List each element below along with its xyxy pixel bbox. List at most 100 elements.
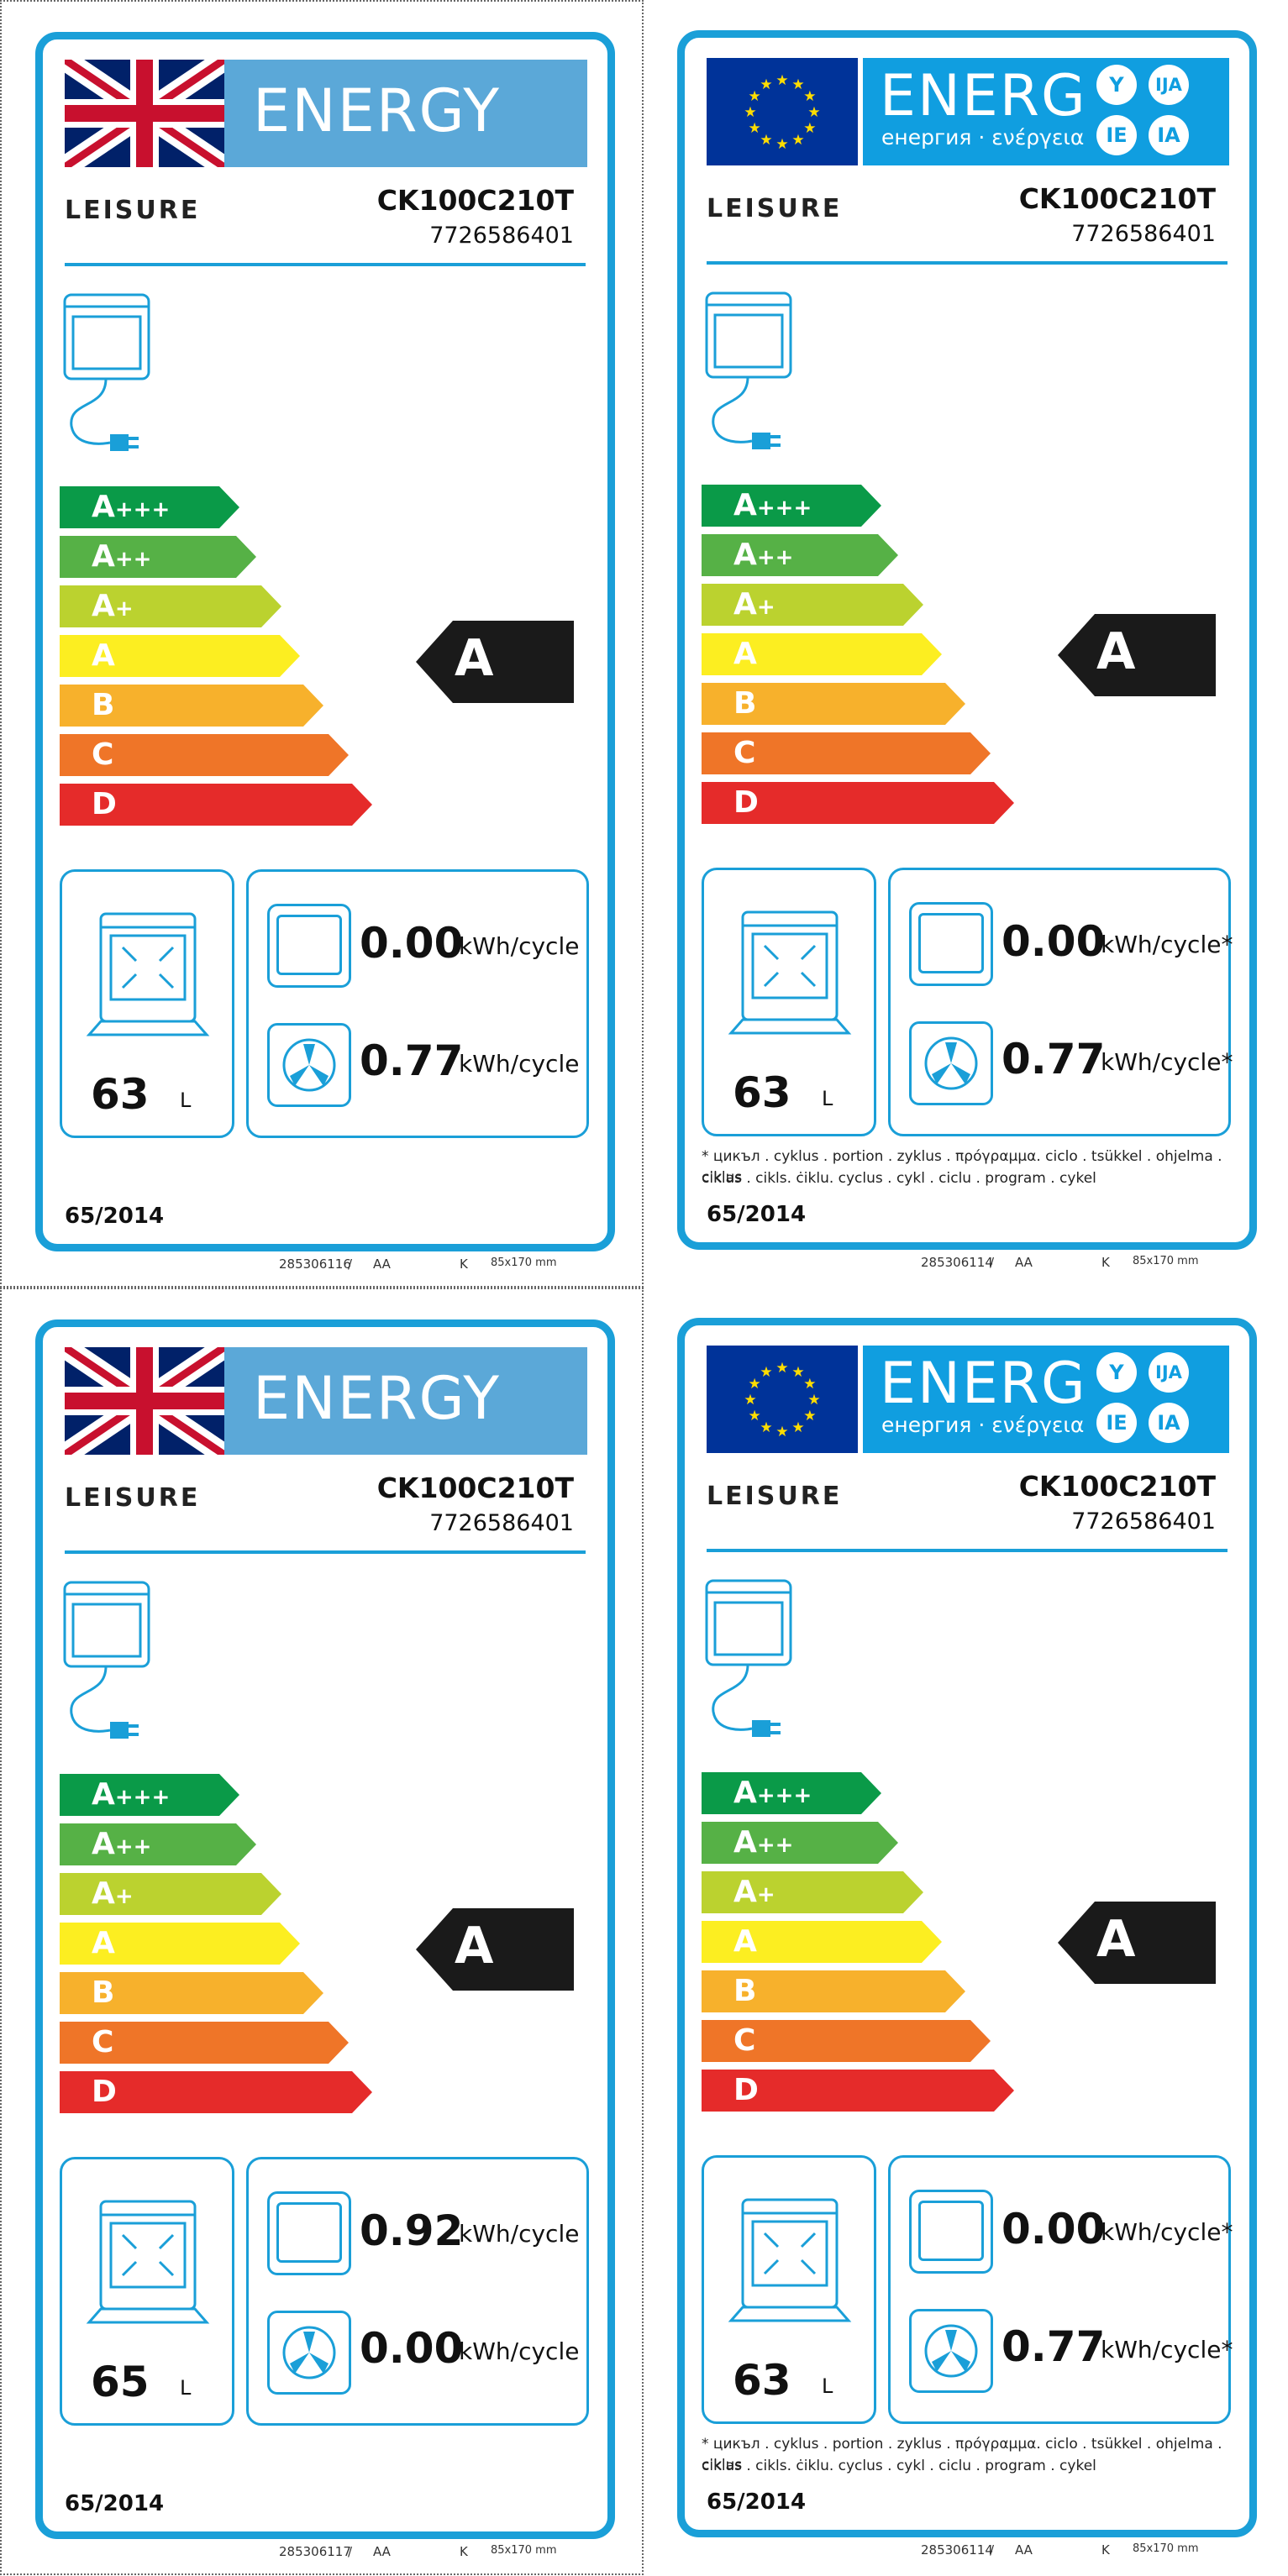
class-bar-arrow-4 (60, 1923, 300, 1965)
union-jack-flag-icon (65, 1347, 224, 1455)
svg-text:★: ★ (803, 1408, 816, 1424)
language-badge: IA (1149, 115, 1189, 155)
energy-class-letter: D (92, 2075, 117, 2109)
print-code: 285306114 (921, 2542, 993, 2558)
conventional-consumption-value: 0.92 (360, 2206, 464, 2255)
energy-class-bar-7: D (60, 2071, 352, 2113)
energy-class-letter: C (733, 736, 756, 770)
conventional-heating-icon-inner (276, 915, 342, 975)
energy-class-letter: B (92, 688, 115, 722)
energy-class-bar-3: A+ (60, 585, 261, 627)
print-k: K (1101, 1255, 1110, 1270)
energy-class-plus: + (114, 1884, 134, 1909)
conventional-consumption-unit: kWh/cycle* (1101, 931, 1233, 958)
energy-rating-indicator: A (416, 621, 574, 703)
label-cell-1: ENERGY LEISURE CK100C210T 7726586401 A+++ A+… (0, 0, 644, 1288)
energy-class-letter: D (733, 2073, 759, 2107)
print-separator: / (990, 1255, 995, 1270)
energy-rating-value: A (1096, 622, 1136, 681)
print-separator: / (990, 2542, 995, 2558)
print-aa: AA (373, 1257, 391, 1272)
svg-text:★: ★ (760, 132, 772, 149)
energy-class-letter: A (733, 1825, 757, 1860)
energy-class-letter: A (92, 638, 115, 673)
volume-value: 63 (91, 1070, 150, 1119)
energy-class-bar-6: C (60, 2022, 329, 2064)
energy-class-plus: + (114, 596, 134, 622)
energy-class-bar-1: A+++ (60, 486, 219, 528)
volume-box: 63 L (702, 868, 876, 1136)
footnote-line-1: * цикъл . cyklus . portion . zyklus . πρ… (702, 1148, 1222, 1186)
print-k: K (1101, 2542, 1110, 2558)
header-divider (707, 1549, 1228, 1552)
svg-text:★: ★ (775, 1360, 788, 1377)
conventional-heating-icon (267, 904, 351, 988)
energy-consumption-box: 0.00 kWh/cycle* 0.77 kWh/cycle* (888, 868, 1233, 1136)
language-badge: IA (1149, 1403, 1189, 1443)
energy-heading-box: ENERGY (224, 1347, 587, 1455)
brand-name: LEISURE (65, 196, 201, 225)
energy-class-bar-5: B (702, 683, 945, 725)
energy-class-letter: D (733, 785, 759, 820)
energy-class-bar-6: C (60, 734, 329, 776)
fan-forced-heating-icon (267, 1023, 351, 1107)
energy-class-plus: ++ (114, 1834, 152, 1860)
energy-class-letter: B (733, 686, 757, 721)
energy-class-letter: B (733, 1974, 757, 2008)
energy-consumption-box: 0.00 kWh/cycle 0.77 kWh/cycle (246, 869, 589, 1138)
energy-class-bar-2: A++ (60, 1823, 236, 1865)
class-bar-arrow-4 (702, 1921, 942, 1963)
conventional-heating-icon (267, 2191, 351, 2275)
energy-class-bar-2: A++ (702, 534, 878, 576)
energy-class-plus: ++ (114, 547, 152, 572)
label-header: ★ ★ ★ ★ ★ ★ ★ ★ ★ ★ ★ ★ ENERG енергия · ενέργεια Y IJA I… (707, 58, 1229, 165)
energy-class-bar-6: C (702, 732, 970, 774)
energy-label: ★ ★ ★ ★ ★ ★ ★ ★ ★ ★ ★ ★ ENERG енергия · ενέργεια Y IJA I… (677, 30, 1257, 1250)
energy-class-plus: ++ (756, 545, 794, 570)
energy-class-bar-4: A (702, 633, 922, 675)
energy-class-plus: +++ (114, 497, 171, 522)
energy-class-letter: A (733, 1875, 757, 1909)
conventional-heating-icon-inner (918, 913, 984, 973)
svg-text:★: ★ (744, 104, 756, 121)
energy-heading: ENERG (880, 63, 1087, 129)
energy-rating-indicator: A (1058, 614, 1216, 696)
svg-text:★: ★ (803, 1376, 816, 1393)
volume-unit: L (180, 1089, 192, 1112)
class-bar-arrow-5 (702, 683, 965, 725)
volume-value: 63 (733, 2356, 791, 2405)
energy-class-plus: +++ (114, 1785, 171, 1810)
conventional-heating-icon (909, 2190, 993, 2274)
energy-class-letter: A (733, 637, 757, 671)
energy-class-letter: A (733, 488, 757, 522)
eu-flag-icon: ★★★★★★★★★ ★ ★★ (707, 58, 858, 165)
energy-class-letter: D (92, 787, 117, 821)
class-bar-arrow-1 (702, 1772, 881, 1814)
fan-consumption-unit: kWh/cycle (459, 1050, 580, 1078)
energy-class-bar-5: B (702, 1970, 945, 2012)
model-number: CK100C210T (376, 184, 574, 217)
header-divider (707, 261, 1228, 265)
energy-class-bar-3: A+ (60, 1873, 261, 1915)
energy-class-bar-3: A+ (702, 1871, 903, 1913)
conventional-consumption-value: 0.00 (1001, 2205, 1106, 2253)
class-bar-arrow-5 (702, 1970, 965, 2012)
energy-class-bar-6: C (702, 2020, 970, 2062)
volume-box: 63 L (702, 2155, 876, 2424)
svg-text:★: ★ (760, 76, 772, 93)
print-separator: / (348, 2544, 353, 2559)
energy-class-bar-4: A (60, 1923, 280, 1965)
print-aa: AA (1015, 1255, 1033, 1270)
fan-icon (924, 1036, 978, 1090)
label-cell-2: ★ ★ ★ ★ ★ ★ ★ ★ ★ ★ ★ ★ ENERG енергия · ενέργεια Y IJA I… (644, 0, 1287, 1288)
class-bar-arrow-6 (702, 2020, 991, 2062)
fan-forced-heating-icon (267, 2311, 351, 2395)
class-bar-arrow-5 (60, 685, 323, 727)
rating-arrow-shape (1058, 1902, 1216, 1984)
volume-value: 63 (733, 1068, 791, 1117)
class-bar-arrow-7 (60, 784, 372, 826)
product-code: 7726586401 (1071, 1508, 1216, 1535)
conventional-consumption-unit: kWh/cycle (459, 932, 580, 960)
print-k: K (460, 1257, 468, 1272)
energy-class-letter: A (92, 1777, 115, 1812)
